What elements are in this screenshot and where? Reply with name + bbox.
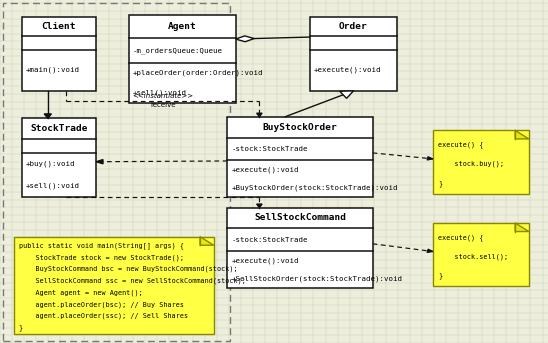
Polygon shape [44, 114, 52, 118]
FancyBboxPatch shape [433, 130, 529, 194]
Text: BuyStockCommand bsc = new BuyStockCommand(stock);: BuyStockCommand bsc = new BuyStockComman… [19, 266, 237, 272]
Text: SellStockCommand ssc = new SellStockCommand(stock);: SellStockCommand ssc = new SellStockComm… [19, 277, 246, 284]
Polygon shape [256, 204, 262, 208]
Text: StockTrade: StockTrade [30, 124, 88, 133]
Text: -m_ordersQueue:Queue: -m_ordersQueue:Queue [133, 47, 222, 54]
Polygon shape [200, 237, 214, 245]
Text: +BuyStockOrder(stock:StockTrade):void: +BuyStockOrder(stock:StockTrade):void [231, 185, 398, 191]
FancyBboxPatch shape [433, 223, 529, 286]
FancyBboxPatch shape [22, 17, 96, 91]
Text: +execute():void: +execute():void [231, 166, 299, 173]
Text: +main():void: +main():void [26, 67, 80, 73]
Polygon shape [515, 223, 529, 232]
Text: -stock:StockTrade: -stock:StockTrade [231, 237, 308, 243]
Text: +execute():void: +execute():void [231, 257, 299, 263]
Text: -stock:StockTrade: -stock:StockTrade [231, 146, 308, 152]
FancyBboxPatch shape [14, 237, 214, 334]
Polygon shape [96, 159, 103, 164]
FancyBboxPatch shape [227, 208, 373, 288]
Text: +placeOrder(order:Order):void: +placeOrder(order:Order):void [133, 70, 263, 76]
Text: +buy():void: +buy():void [26, 161, 75, 167]
Polygon shape [427, 249, 433, 252]
Text: <<instantiate>>: <<instantiate>> [132, 93, 193, 99]
Text: }: } [19, 324, 23, 331]
Polygon shape [256, 113, 262, 117]
Polygon shape [427, 157, 433, 160]
FancyBboxPatch shape [129, 15, 236, 103]
Text: execute() {: execute() { [438, 141, 483, 148]
Text: SellStockCommand: SellStockCommand [254, 213, 346, 223]
Text: stock.sell();: stock.sell(); [438, 253, 508, 260]
Polygon shape [340, 91, 353, 98]
Text: Client: Client [42, 22, 76, 31]
Text: +execute():void: +execute():void [313, 67, 381, 73]
FancyBboxPatch shape [227, 117, 373, 197]
Text: stock.buy();: stock.buy(); [438, 161, 504, 167]
FancyBboxPatch shape [310, 17, 397, 91]
Text: agent.placeOrder(bsc); // Buy Shares: agent.placeOrder(bsc); // Buy Shares [19, 301, 184, 308]
Text: }: } [438, 180, 442, 187]
FancyBboxPatch shape [22, 118, 96, 197]
Text: StockTrade stock = new StockTrade();: StockTrade stock = new StockTrade(); [19, 254, 184, 261]
Text: receive: receive [150, 102, 175, 108]
Polygon shape [236, 36, 254, 42]
Text: +sell():void: +sell():void [133, 90, 187, 96]
Text: }: } [438, 272, 442, 279]
Text: Agent agent = new Agent();: Agent agent = new Agent(); [19, 289, 142, 296]
Text: Order: Order [339, 22, 368, 31]
Text: +SellStockOrder(stock:StockTrade):void: +SellStockOrder(stock:StockTrade):void [231, 275, 402, 282]
Text: public static void main(String[] args) {: public static void main(String[] args) { [19, 242, 184, 249]
Text: agent.placeOrder(ssc); // Sell Shares: agent.placeOrder(ssc); // Sell Shares [19, 313, 188, 319]
Text: +sell():void: +sell():void [26, 183, 80, 189]
Text: execute() {: execute() { [438, 234, 483, 241]
Text: BuyStockOrder: BuyStockOrder [262, 122, 338, 132]
Polygon shape [515, 130, 529, 139]
Text: Agent: Agent [168, 22, 197, 31]
